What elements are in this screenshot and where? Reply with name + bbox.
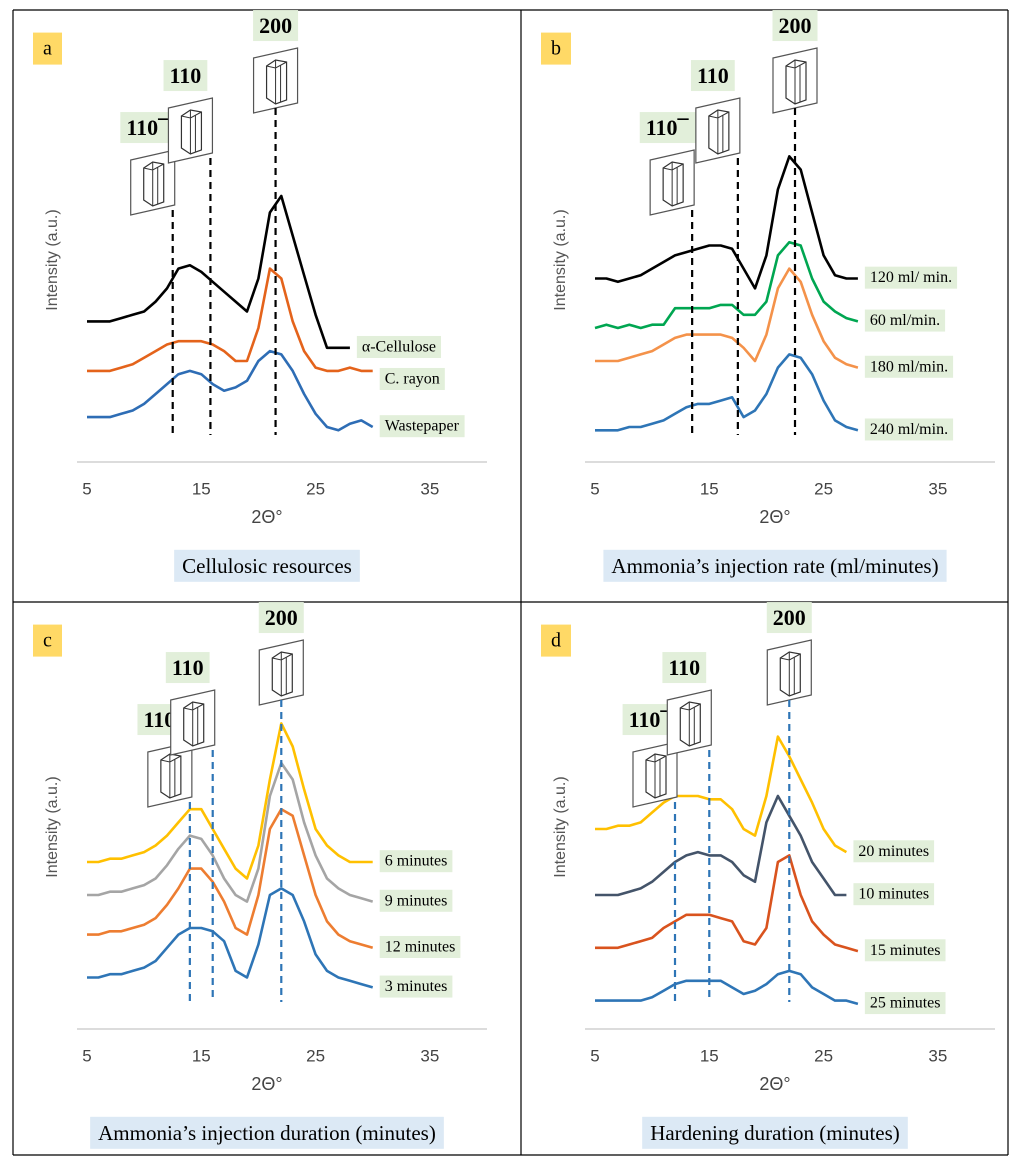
y-axis-label: Intensity (a.u.) <box>552 209 569 310</box>
crystal-icon <box>254 48 298 113</box>
x-tick-label: 35 <box>420 479 439 498</box>
series-line <box>87 763 373 902</box>
peak-label: 110 <box>697 63 729 88</box>
series-line <box>595 156 858 288</box>
series-label: α-Cellulose <box>362 338 436 355</box>
x-tick-label: 15 <box>192 1046 211 1065</box>
crystal-icon <box>168 98 212 163</box>
x-tick-label: 5 <box>82 479 91 498</box>
x-tick-label: 5 <box>590 479 599 498</box>
crystal-icon <box>767 640 811 705</box>
peak-label: 110 <box>668 655 700 680</box>
caption: Ammonia’s injection rate (ml/minutes) <box>611 554 938 578</box>
panel-label: b <box>551 38 561 60</box>
panel: d 5 15 25 35 2Θ° Intensity (a.u.) Hardening dur… <box>541 602 995 1149</box>
series-label: 60 ml/min. <box>870 312 940 329</box>
crystal-icon <box>259 640 303 705</box>
crystal-icon <box>773 48 817 113</box>
caption: Cellulosic resources <box>182 554 352 578</box>
peak-label: 200 <box>773 605 806 630</box>
series-line <box>87 351 373 430</box>
panel: c 5 15 25 35 2Θ° Intensity (a.u.) Ammonia’s inj… <box>33 602 487 1149</box>
series-line <box>87 809 373 948</box>
x-tick-label: 5 <box>82 1046 91 1065</box>
peak-label: 110¯ <box>646 115 690 140</box>
panel-label: d <box>551 630 561 652</box>
y-axis-label: Intensity (a.u.) <box>552 776 569 877</box>
series-label: 180 ml/min. <box>870 358 948 375</box>
peak-label: 200 <box>265 605 298 630</box>
y-axis-label: Intensity (a.u.) <box>44 776 61 877</box>
x-axis-label: 2Θ° <box>759 1074 790 1094</box>
peak-label: 110¯ <box>629 707 673 732</box>
x-tick-label: 15 <box>700 479 719 498</box>
y-axis-label: Intensity (a.u.) <box>44 209 61 310</box>
series-label: 9 minutes <box>385 892 448 909</box>
x-tick-label: 25 <box>306 1046 325 1065</box>
series-line <box>87 269 373 371</box>
series-line <box>87 723 373 878</box>
caption: Hardening duration (minutes) <box>650 1121 900 1145</box>
x-tick-label: 5 <box>590 1046 599 1065</box>
panel-label: c <box>43 630 52 652</box>
x-axis-label: 2Θ° <box>759 507 790 527</box>
peak-label: 200 <box>259 13 292 38</box>
panel: a 5 15 25 35 2Θ° Intensity (a.u.) Cellulosic re… <box>33 10 487 582</box>
x-axis-label: 2Θ° <box>251 507 282 527</box>
panel: b 5 15 25 35 2Θ° Intensity (a.u.) Ammonia’s inj… <box>541 10 995 582</box>
series-line <box>595 242 858 328</box>
series-label: 20 minutes <box>858 843 929 860</box>
peak-label: 110¯ <box>126 115 170 140</box>
x-tick-label: 35 <box>928 479 947 498</box>
x-tick-label: 15 <box>192 479 211 498</box>
series-label: Wastepaper <box>385 418 460 435</box>
x-tick-label: 15 <box>700 1046 719 1065</box>
panel-label: a <box>43 38 52 60</box>
series-label: 3 minutes <box>385 978 448 995</box>
series-label: 120 ml/ min. <box>870 269 952 286</box>
peak-label: 110 <box>170 63 202 88</box>
series-line <box>87 888 373 987</box>
series-line <box>595 354 858 430</box>
crystal-icon <box>171 690 215 755</box>
x-tick-label: 25 <box>814 479 833 498</box>
series-line <box>595 971 858 1004</box>
crystal-icon <box>650 150 694 215</box>
series-label: 6 minutes <box>385 853 448 870</box>
x-tick-label: 35 <box>928 1046 947 1065</box>
crystal-icon <box>696 98 740 163</box>
series-line <box>87 196 350 348</box>
series-label: C. rayon <box>385 370 440 387</box>
series-label: 10 minutes <box>858 886 929 903</box>
x-tick-label: 25 <box>814 1046 833 1065</box>
series-label: 25 minutes <box>870 995 941 1012</box>
x-tick-label: 25 <box>306 479 325 498</box>
series-label: 240 ml/min. <box>870 421 948 438</box>
x-axis-label: 2Θ° <box>251 1074 282 1094</box>
peak-label: 200 <box>779 13 812 38</box>
series-line <box>595 796 846 895</box>
x-tick-label: 35 <box>420 1046 439 1065</box>
caption: Ammonia’s injection duration (minutes) <box>98 1121 436 1145</box>
series-label: 12 minutes <box>385 938 456 955</box>
series-label: 15 minutes <box>870 942 941 959</box>
series-line <box>595 269 858 368</box>
crystal-icon <box>667 690 711 755</box>
peak-label: 110 <box>172 655 204 680</box>
figure: a 5 15 25 35 2Θ° Intensity (a.u.) Cellulosic re… <box>0 0 1011 1161</box>
